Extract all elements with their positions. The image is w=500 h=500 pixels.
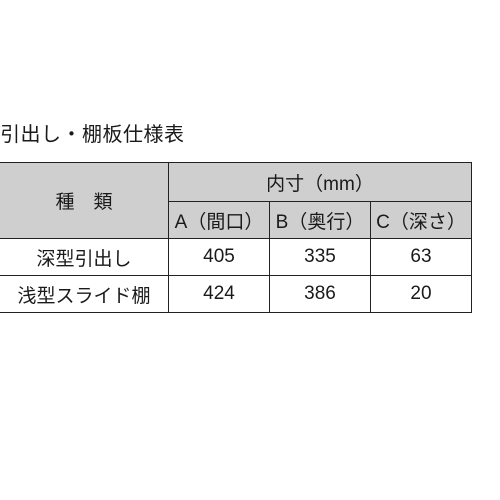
cell-c: 63 [371, 239, 472, 276]
cell-type: 深型引出し [0, 239, 169, 276]
cell-b: 386 [270, 276, 371, 313]
cell-b: 335 [270, 239, 371, 276]
table-title: 引出し・棚板仕様表 [0, 118, 185, 147]
cell-type: 浅型スライド棚 [0, 276, 169, 313]
table-row: 深型引出し 405 335 63 [0, 239, 472, 276]
header-a: A（間口） [169, 202, 270, 239]
header-b: B（奥行） [270, 202, 371, 239]
cell-a: 424 [169, 276, 270, 313]
cell-c: 20 [371, 276, 472, 313]
header-type: 種 類 [0, 163, 169, 239]
header-c: C（深さ） [371, 202, 472, 239]
spec-table: 種 類 内寸（mm） A（間口） B（奥行） C（深さ） 深型引出し 405 3… [0, 162, 472, 313]
page: 引出し・棚板仕様表 種 類 内寸（mm） A（間口） B（奥行） C（深さ） 深… [0, 0, 500, 500]
header-inner-dims: 内寸（mm） [169, 163, 472, 202]
header-row-top: 種 類 内寸（mm） [0, 163, 472, 202]
table-row: 浅型スライド棚 424 386 20 [0, 276, 472, 313]
cell-a: 405 [169, 239, 270, 276]
